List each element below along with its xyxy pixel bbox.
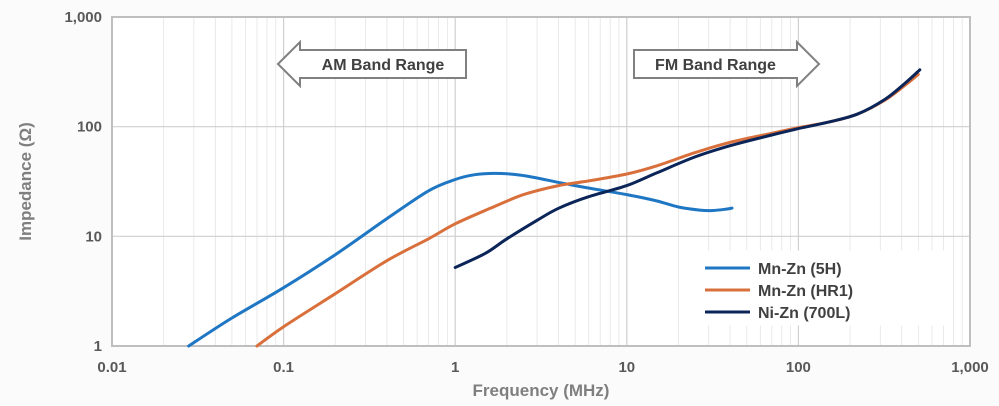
y-axis-title: Impedance (Ω) bbox=[16, 122, 35, 241]
x-tick-label: 0.01 bbox=[97, 359, 126, 376]
x-tick-label: 0.1 bbox=[273, 359, 294, 376]
fm-band-arrow bbox=[633, 39, 821, 89]
legend-label-3: Ni-Zn (700L) bbox=[758, 305, 850, 322]
x-tick-label: 1,000 bbox=[951, 359, 989, 376]
x-tick-label: 1 bbox=[451, 359, 459, 376]
am-band-label: AM Band Range bbox=[322, 57, 445, 74]
y-tick-label: 1 bbox=[94, 338, 102, 355]
legend-label-2: Mn-Zn (HR1) bbox=[758, 283, 853, 300]
fm-band-label: FM Band Range bbox=[655, 57, 776, 74]
x-axis-title: Frequency (MHz) bbox=[473, 381, 610, 400]
am-band-arrow bbox=[276, 39, 467, 89]
legend-label-1: Mn-Zn (5H) bbox=[758, 261, 842, 278]
series-line-1 bbox=[187, 171, 734, 348]
plot-border bbox=[111, 16, 971, 347]
y-tick-label: 100 bbox=[77, 119, 102, 136]
y-tick-label: 1,000 bbox=[64, 9, 102, 26]
x-tick-label: 10 bbox=[618, 359, 635, 376]
x-tick-label: 100 bbox=[786, 359, 811, 376]
series-line-3 bbox=[453, 68, 922, 269]
y-tick-label: 10 bbox=[85, 228, 102, 245]
